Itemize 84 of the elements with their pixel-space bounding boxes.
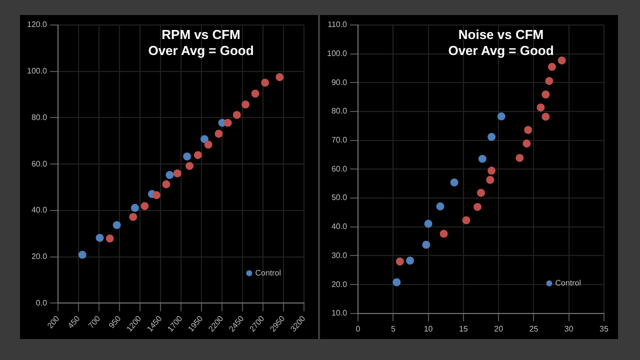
x-tick-label: 10 bbox=[424, 324, 434, 334]
point bbox=[478, 154, 486, 163]
point bbox=[214, 130, 223, 138]
y-tick-label: 40.0 bbox=[331, 222, 348, 232]
x-tick-label: 0 bbox=[356, 324, 361, 334]
y-tick-label: 90.0 bbox=[331, 78, 348, 87]
y-tick-label: 70.0 bbox=[331, 136, 348, 145]
point bbox=[522, 140, 531, 148]
legend-label: Control bbox=[555, 278, 582, 288]
point bbox=[486, 176, 494, 184]
point bbox=[106, 234, 114, 243]
legend-label: Control bbox=[255, 268, 282, 278]
x-tick-label: 20 bbox=[494, 324, 504, 334]
point bbox=[96, 234, 104, 242]
point bbox=[516, 154, 524, 162]
chart-title: Noise vs CFM bbox=[458, 27, 544, 42]
y-tick-label: 50.0 bbox=[331, 193, 348, 202]
point bbox=[542, 90, 550, 99]
point bbox=[542, 112, 550, 121]
point bbox=[524, 126, 532, 134]
point bbox=[112, 221, 121, 230]
y-tick-label: 110.0 bbox=[328, 20, 348, 30]
point bbox=[488, 166, 496, 175]
point bbox=[261, 78, 270, 87]
y-tick-label: 20.0 bbox=[31, 252, 48, 262]
point bbox=[473, 202, 482, 211]
y-tick-label: 100.0 bbox=[326, 49, 348, 58]
point bbox=[536, 103, 545, 112]
y-tick-label: 10.0 bbox=[331, 308, 348, 318]
point bbox=[436, 202, 444, 210]
point bbox=[477, 188, 486, 197]
point bbox=[276, 73, 284, 82]
point bbox=[440, 230, 448, 238]
point bbox=[183, 152, 192, 160]
x-tick-label: 450 bbox=[66, 314, 82, 330]
point bbox=[422, 240, 430, 249]
point bbox=[450, 178, 458, 186]
point bbox=[497, 112, 506, 120]
point bbox=[194, 151, 202, 160]
point bbox=[488, 132, 496, 141]
x-tick-label: 25 bbox=[529, 324, 539, 334]
x-tick-label: 950 bbox=[107, 314, 124, 330]
point bbox=[78, 250, 86, 259]
y-tick-label: 30.0 bbox=[331, 250, 348, 260]
point bbox=[186, 162, 194, 170]
point bbox=[545, 76, 554, 85]
x-tick-label: 30 bbox=[564, 324, 574, 334]
point bbox=[396, 257, 404, 266]
point bbox=[251, 90, 260, 98]
point bbox=[224, 118, 232, 127]
y-tick-label: 80.0 bbox=[331, 106, 348, 116]
y-tick-label: 100.0 bbox=[26, 66, 48, 76]
point bbox=[242, 100, 250, 109]
point bbox=[548, 62, 556, 71]
point bbox=[130, 204, 139, 212]
y-tick-label: 60.0 bbox=[331, 164, 348, 174]
text: Over Avg = Good bbox=[148, 43, 254, 58]
text: Over Avg = Good bbox=[448, 43, 554, 58]
y-tick-label: 120.0 bbox=[26, 20, 48, 30]
point bbox=[406, 256, 414, 265]
point bbox=[200, 135, 208, 144]
point bbox=[162, 180, 170, 188]
x-tick-label: 200 bbox=[46, 314, 62, 330]
y-tick-label: 80.0 bbox=[31, 112, 48, 122]
y-tick-label: 20.0 bbox=[331, 280, 348, 289]
point bbox=[166, 171, 174, 180]
y-tick-label: 0.0 bbox=[36, 298, 48, 308]
point bbox=[462, 216, 470, 224]
point bbox=[392, 278, 401, 286]
point bbox=[129, 212, 138, 221]
point bbox=[173, 169, 182, 178]
y-tick-label: 60.0 bbox=[31, 159, 48, 168]
x-tick-label: 5 bbox=[390, 324, 396, 334]
chart-title: RPM vs CFM bbox=[162, 27, 240, 42]
point bbox=[558, 56, 566, 64]
point bbox=[232, 110, 241, 119]
point bbox=[204, 140, 212, 149]
point bbox=[140, 202, 149, 210]
x-tick-label: 35 bbox=[600, 324, 609, 334]
point bbox=[424, 220, 432, 228]
x-tick-label: 15 bbox=[458, 324, 468, 334]
y-tick-label: 40.0 bbox=[31, 206, 48, 215]
point bbox=[152, 191, 160, 200]
x-tick-label: 700 bbox=[86, 314, 103, 330]
